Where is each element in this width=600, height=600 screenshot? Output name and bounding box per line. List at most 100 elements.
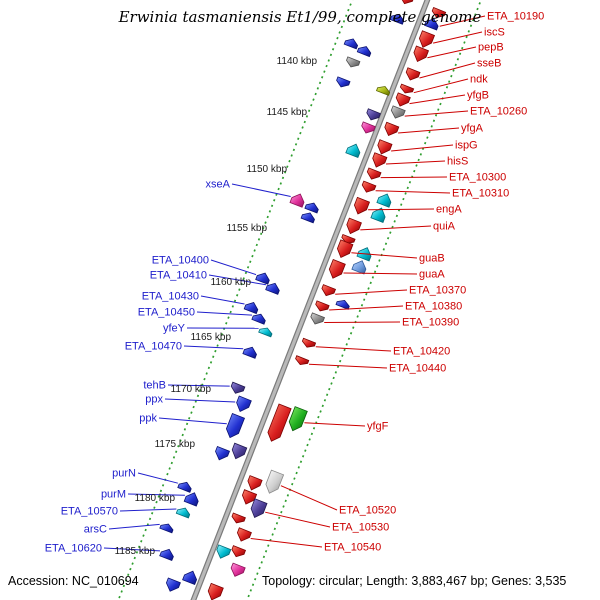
gene-arrow-ndk[interactable] — [399, 83, 415, 94]
gene-arrow[interactable] — [361, 121, 376, 134]
gene-label-iscS[interactable]: iscS — [484, 27, 505, 39]
gene-arrow-engA[interactable] — [353, 196, 371, 215]
gene-arrow-yfgB[interactable] — [395, 92, 411, 107]
gene-arrow-ETA_10260[interactable] — [390, 105, 406, 119]
gene-arrow-ETA_10530[interactable] — [250, 498, 268, 519]
gene-arrow-guaB[interactable] — [336, 239, 354, 259]
gene-arrow[interactable] — [182, 570, 198, 586]
gene-label-yfgB[interactable]: yfgB — [467, 90, 489, 102]
gene-arrow-ETA_10300[interactable] — [366, 167, 382, 180]
gene-arrow[interactable] — [431, 6, 447, 18]
gene-arrow-ETA_10370[interactable] — [321, 284, 337, 297]
gene-label-quiA[interactable]: quiA — [433, 221, 456, 233]
gene-arrow-ETA_10450[interactable] — [251, 313, 266, 325]
gene-arrow[interactable] — [247, 475, 263, 491]
gene-arrow-ETA_10390[interactable] — [310, 312, 326, 325]
gene-label-pepB[interactable]: pepB — [478, 42, 504, 54]
gene-label-yfgF[interactable]: yfgF — [367, 421, 389, 433]
gene-label-yfeY[interactable]: yfeY — [163, 323, 186, 335]
gene-arrow[interactable] — [231, 512, 246, 524]
gene-arrow[interactable] — [215, 445, 231, 461]
gene-label-ETA_10300[interactable]: ETA_10300 — [449, 172, 506, 184]
gene-label-ETA_10520[interactable]: ETA_10520 — [339, 505, 396, 517]
gene-arrow-ETA_10540[interactable] — [236, 527, 252, 542]
gene-label-ETA_10540[interactable]: ETA_10540 — [324, 542, 381, 554]
gene-arrow[interactable] — [351, 260, 367, 275]
gene-arrow[interactable] — [304, 202, 319, 214]
gene-arrow-ETA_10400[interactable] — [255, 272, 270, 285]
gene-label-ETA_10390[interactable]: ETA_10390 — [402, 317, 459, 329]
gene-label-guaB[interactable]: guaB — [419, 253, 445, 265]
gene-arrow[interactable] — [230, 562, 246, 577]
gene-arrow[interactable] — [366, 108, 381, 121]
gene-arrow-ppx[interactable] — [236, 395, 252, 413]
gene-label-ETA_10620[interactable]: ETA_10620 — [45, 543, 102, 555]
gene-label-ppk[interactable]: ppk — [139, 413, 157, 425]
gene-arrow[interactable] — [356, 46, 372, 58]
gene-arrow-guaA[interactable] — [328, 258, 346, 279]
gene-label-engA[interactable]: engA — [436, 204, 462, 216]
gene-arrow[interactable] — [346, 56, 361, 68]
gene-arrow-ETA_10520[interactable] — [265, 469, 285, 494]
gene-arrow-yfgA[interactable] — [384, 121, 400, 137]
gene-arrow[interactable] — [376, 193, 392, 208]
gene-arrow-ETA_10310[interactable] — [361, 180, 377, 193]
gene-arrow[interactable] — [375, 86, 391, 96]
gene-arrow[interactable] — [165, 577, 181, 592]
gene-label-ETA_10570[interactable]: ETA_10570 — [61, 506, 118, 518]
gene-arrow[interactable] — [343, 38, 359, 50]
gene-label-ETA_10440[interactable]: ETA_10440 — [389, 363, 446, 375]
gene-arrow[interactable] — [300, 212, 315, 224]
gene-arrow-ETA_10430[interactable] — [243, 302, 259, 315]
gene-arrow-xseA[interactable] — [289, 193, 305, 208]
gene-label-ppx[interactable]: ppx — [145, 394, 163, 406]
gene-label-ETA_10260[interactable]: ETA_10260 — [470, 106, 527, 118]
gene-arrow[interactable] — [356, 247, 372, 262]
gene-label-tehB[interactable]: tehB — [143, 380, 166, 392]
gene-arrow[interactable] — [231, 545, 247, 558]
gene-arrow-quiA[interactable] — [346, 217, 362, 235]
gene-arrow-sseB[interactable] — [405, 67, 421, 81]
gene-arrow-ETA_10190[interactable] — [423, 18, 439, 31]
gene-arrow[interactable] — [336, 76, 351, 88]
gene-label-purN[interactable]: purN — [112, 468, 136, 480]
gene-label-ETA_10400[interactable]: ETA_10400 — [152, 255, 209, 267]
gene-arrow[interactable] — [231, 442, 248, 460]
gene-label-ETA_10410[interactable]: ETA_10410 — [150, 270, 207, 282]
gene-label-guaA[interactable]: guaA — [419, 269, 445, 281]
gene-label-purM[interactable]: purM — [101, 489, 126, 501]
gene-arrow[interactable] — [400, 0, 414, 5]
gene-label-arsC[interactable]: arsC — [84, 524, 107, 536]
gene-label-ETA_10430[interactable]: ETA_10430 — [142, 291, 199, 303]
gene-label-sseB[interactable]: sseB — [477, 58, 501, 70]
gene-arrow-ETA_10470[interactable] — [242, 346, 257, 359]
gene-label-ETA_10450[interactable]: ETA_10450 — [138, 307, 195, 319]
gene-label-ETA_10310[interactable]: ETA_10310 — [452, 188, 509, 200]
gene-arrow[interactable] — [370, 207, 386, 224]
gene-arrow-ETA_10440[interactable] — [295, 355, 310, 366]
gene-arrow[interactable] — [345, 143, 361, 159]
gene-arrow-pepB[interactable] — [413, 45, 430, 63]
gene-arrow[interactable] — [207, 582, 224, 600]
gene-arrow-ETA_10420[interactable] — [301, 337, 317, 348]
gene-label-xseA[interactable]: xseA — [206, 179, 231, 191]
gene-label-ETA_10380[interactable]: ETA_10380 — [405, 301, 462, 313]
gene-label-yfgA[interactable]: yfgA — [461, 123, 484, 135]
gene-arrow-purN[interactable] — [177, 481, 192, 493]
gene-label-ETA_10190[interactable]: ETA_10190 — [487, 11, 544, 23]
gene-label-ispG[interactable]: ispG — [455, 140, 478, 152]
gene-arrow-yfeY[interactable] — [258, 327, 273, 338]
gene-arrow-tehB[interactable] — [230, 381, 246, 394]
gene-arrow-hisS[interactable] — [372, 152, 388, 168]
gene-arrow-ETA_10410[interactable] — [265, 282, 280, 295]
gene-arrow-ETA_10620[interactable] — [159, 548, 174, 562]
gene-arrow[interactable] — [216, 544, 232, 559]
gene-label-hisS[interactable]: hisS — [447, 156, 468, 168]
gene-label-ETA_10530[interactable]: ETA_10530 — [332, 522, 389, 534]
gene-arrow-arsC[interactable] — [159, 523, 174, 534]
gene-arrow[interactable] — [389, 13, 405, 25]
gene-arrow[interactable] — [335, 299, 350, 310]
gene-arrow-ppk[interactable] — [225, 412, 246, 439]
gene-label-ETA_10370[interactable]: ETA_10370 — [409, 285, 466, 297]
gene-arrow-yfgF[interactable] — [288, 406, 308, 432]
